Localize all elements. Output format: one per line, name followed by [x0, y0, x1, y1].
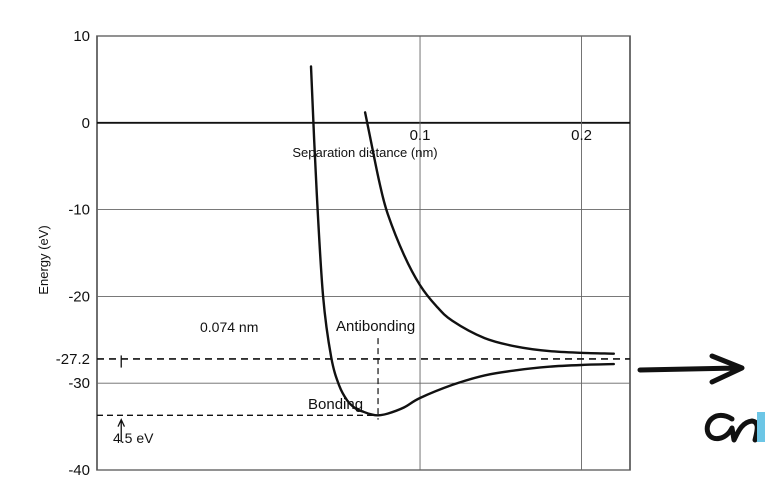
antibonding-label: Antibonding: [336, 318, 415, 335]
y-tick-label: -40: [68, 462, 90, 479]
handwritten-arrow: [637, 353, 745, 385]
series-line-antibonding: [363, 111, 615, 355]
bond-length-label: 0.074 nm: [200, 319, 258, 335]
y-tick-label: -27.2: [56, 351, 90, 368]
cursor-highlight: [757, 412, 765, 442]
y-tick-label: -20: [68, 288, 90, 305]
energy-gap-arrow-bottom: [117, 418, 126, 443]
reference-lines: [97, 338, 630, 443]
y-tick-labels: 10 0 -10 -20 -27.2 -30 -40: [56, 28, 90, 479]
y-tick-label: -10: [68, 202, 90, 219]
binding-energy-label: 4.5 eV: [113, 430, 154, 446]
y-tick-label: 0: [82, 115, 90, 132]
y-tick-label: 10: [73, 28, 90, 45]
plot-frame: [96, 35, 631, 471]
y-tick-label: -30: [68, 375, 90, 392]
x-axis-label: Separation distance (nm): [292, 145, 437, 160]
handwritten-letter-a: [704, 412, 760, 443]
bonding-label: Bonding: [308, 396, 363, 413]
series-line-bonding: [309, 65, 615, 417]
y-axis-label: Energy (eV): [36, 225, 51, 294]
grid: [97, 35, 630, 471]
x-tick-labels: 0.1 0.2: [410, 127, 592, 144]
series-curves: [309, 65, 615, 417]
x-tick-label: 0.1: [410, 127, 431, 144]
x-tick-label: 0.2: [571, 127, 592, 144]
